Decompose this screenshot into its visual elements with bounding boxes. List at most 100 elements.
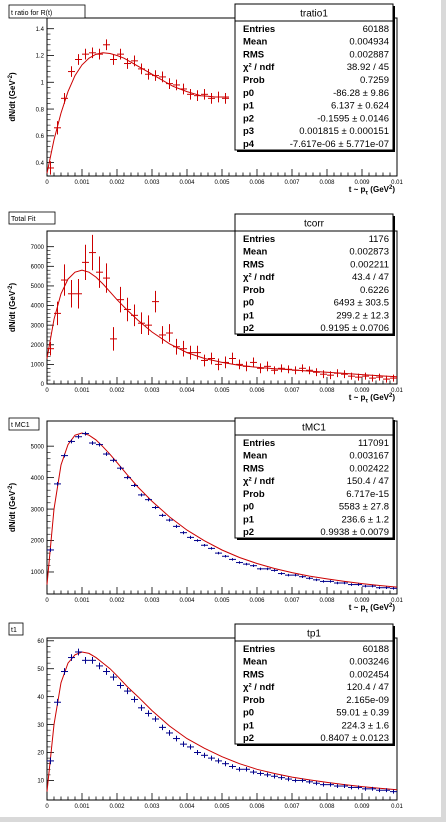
stats-box: tp1 Entries 60188 Mean 0.003246 RMS 0.002454 χ²… xyxy=(234,623,395,746)
y-tick-label: 1.4 xyxy=(36,27,45,33)
data-point xyxy=(278,775,285,780)
data-point xyxy=(201,354,208,367)
data-point xyxy=(180,340,187,357)
x-tick-label: 0.009 xyxy=(354,180,370,186)
data-point xyxy=(390,789,397,794)
stats-row-label: Mean xyxy=(243,657,267,668)
data-point xyxy=(47,161,54,175)
data-point xyxy=(348,785,355,790)
y-axis-label-sup: -2 xyxy=(8,285,14,291)
y-tick-label: 1 xyxy=(41,80,45,86)
pad-title: t ratio for R(t) xyxy=(11,10,52,17)
data-point xyxy=(68,439,75,444)
data-point xyxy=(138,704,145,711)
stats-row-label: RMS xyxy=(243,49,264,60)
data-point xyxy=(61,453,68,458)
x-tick-label: 0.004 xyxy=(179,180,195,186)
data-point xyxy=(348,372,355,380)
data-point xyxy=(243,562,250,566)
data-point xyxy=(82,431,89,436)
data-point xyxy=(75,279,82,309)
y-tick-label: 10 xyxy=(37,779,44,785)
stats-row-label: Prob xyxy=(243,489,265,500)
stats-box-title: tratio1 xyxy=(300,9,328,20)
pad-title-box xyxy=(8,417,40,431)
data-point xyxy=(362,584,369,588)
data-point xyxy=(341,784,348,788)
data-point xyxy=(124,297,131,322)
stats-row-label: χ² / ndf xyxy=(243,62,275,73)
data-point xyxy=(222,92,229,104)
canvas-right-frame xyxy=(441,0,446,822)
stats-row-label: Entries xyxy=(243,24,275,35)
stats-row-value: 120.4 / 47 xyxy=(347,682,389,693)
data-point xyxy=(194,539,201,542)
y-tick-label: 4000 xyxy=(31,476,45,482)
x-tick-label: 0.004 xyxy=(179,598,195,604)
data-point xyxy=(355,785,362,790)
x-tick-label: 0.002 xyxy=(109,388,125,394)
y-tick-label: 0.8 xyxy=(36,107,45,113)
data-point xyxy=(313,368,320,377)
data-point xyxy=(201,543,208,547)
data-point xyxy=(110,458,117,463)
data-point xyxy=(292,366,299,375)
data-point xyxy=(124,476,131,480)
x-axis-label-unit: (GeV xyxy=(368,185,390,194)
data-point xyxy=(138,493,145,497)
stats-row-value: 6.717e-15 xyxy=(346,489,389,500)
y-tick-label: 4000 xyxy=(31,304,45,310)
stats-row-value: 0.6226 xyxy=(360,285,389,296)
x-axis-label-sup: 2 xyxy=(389,185,393,191)
x-tick-label: 0.008 xyxy=(319,180,335,186)
data-point xyxy=(166,518,173,522)
data-point xyxy=(334,784,341,788)
stats-row-label: RMS xyxy=(243,259,264,270)
y-axis-label-sup: -2 xyxy=(8,485,14,491)
y-tick-label: 7000 xyxy=(31,245,45,251)
fit-curve xyxy=(46,52,229,174)
data-point xyxy=(285,365,292,374)
stats-row-value: 0.002873 xyxy=(349,247,389,258)
stats-row-value: 38.92 / 45 xyxy=(347,62,389,73)
data-point xyxy=(152,70,159,81)
data-point xyxy=(341,581,348,585)
data-point xyxy=(257,567,264,571)
data-point xyxy=(348,583,355,586)
stats-row-value: 0.002211 xyxy=(350,259,389,270)
y-axis-label-unit: ) xyxy=(8,282,17,285)
data-point xyxy=(187,88,194,100)
x-tick-label: 0.001 xyxy=(74,598,90,604)
data-point xyxy=(89,656,96,664)
x-tick-label: 0.005 xyxy=(214,388,230,394)
stats-box: tcorr Entries 1176 Mean 0.002873 RMS 0.002211 χ… xyxy=(234,213,395,336)
y-tick-label: 50 xyxy=(37,667,44,673)
x-tick-label: 0.007 xyxy=(284,180,300,186)
data-point xyxy=(250,357,257,368)
data-point xyxy=(47,548,54,552)
data-point xyxy=(327,580,334,583)
x-axis-label-unit: (GeV xyxy=(368,603,390,612)
data-point xyxy=(187,535,194,539)
stats-row-label: p1 xyxy=(243,310,255,321)
x-tick-label: 0.007 xyxy=(284,388,300,394)
data-point xyxy=(54,301,61,326)
data-point xyxy=(54,698,61,706)
y-tick-label: 5000 xyxy=(31,284,45,290)
data-point xyxy=(285,573,292,577)
stats-row-label: p0 xyxy=(243,298,254,309)
stats-box: tMC1 Entries 117091 Mean 0.003167 RMS 0.002422… xyxy=(234,417,395,540)
stats-row-label: p2 xyxy=(243,733,254,744)
stats-row-label: RMS xyxy=(243,463,264,474)
stats-box-title: tp1 xyxy=(307,629,321,640)
stats-row-label: p1 xyxy=(243,101,255,112)
data-point xyxy=(89,47,96,59)
x-tick-label: 0.008 xyxy=(319,598,335,604)
stats-row-value: 43.4 / 47 xyxy=(352,272,389,283)
y-tick-label: 1000 xyxy=(31,363,45,369)
data-point xyxy=(75,648,82,656)
data-point xyxy=(236,561,243,564)
y-axis-label-unit: ) xyxy=(8,72,17,75)
stats-row-value: 0.9938 ± 0.0079 xyxy=(320,527,389,538)
